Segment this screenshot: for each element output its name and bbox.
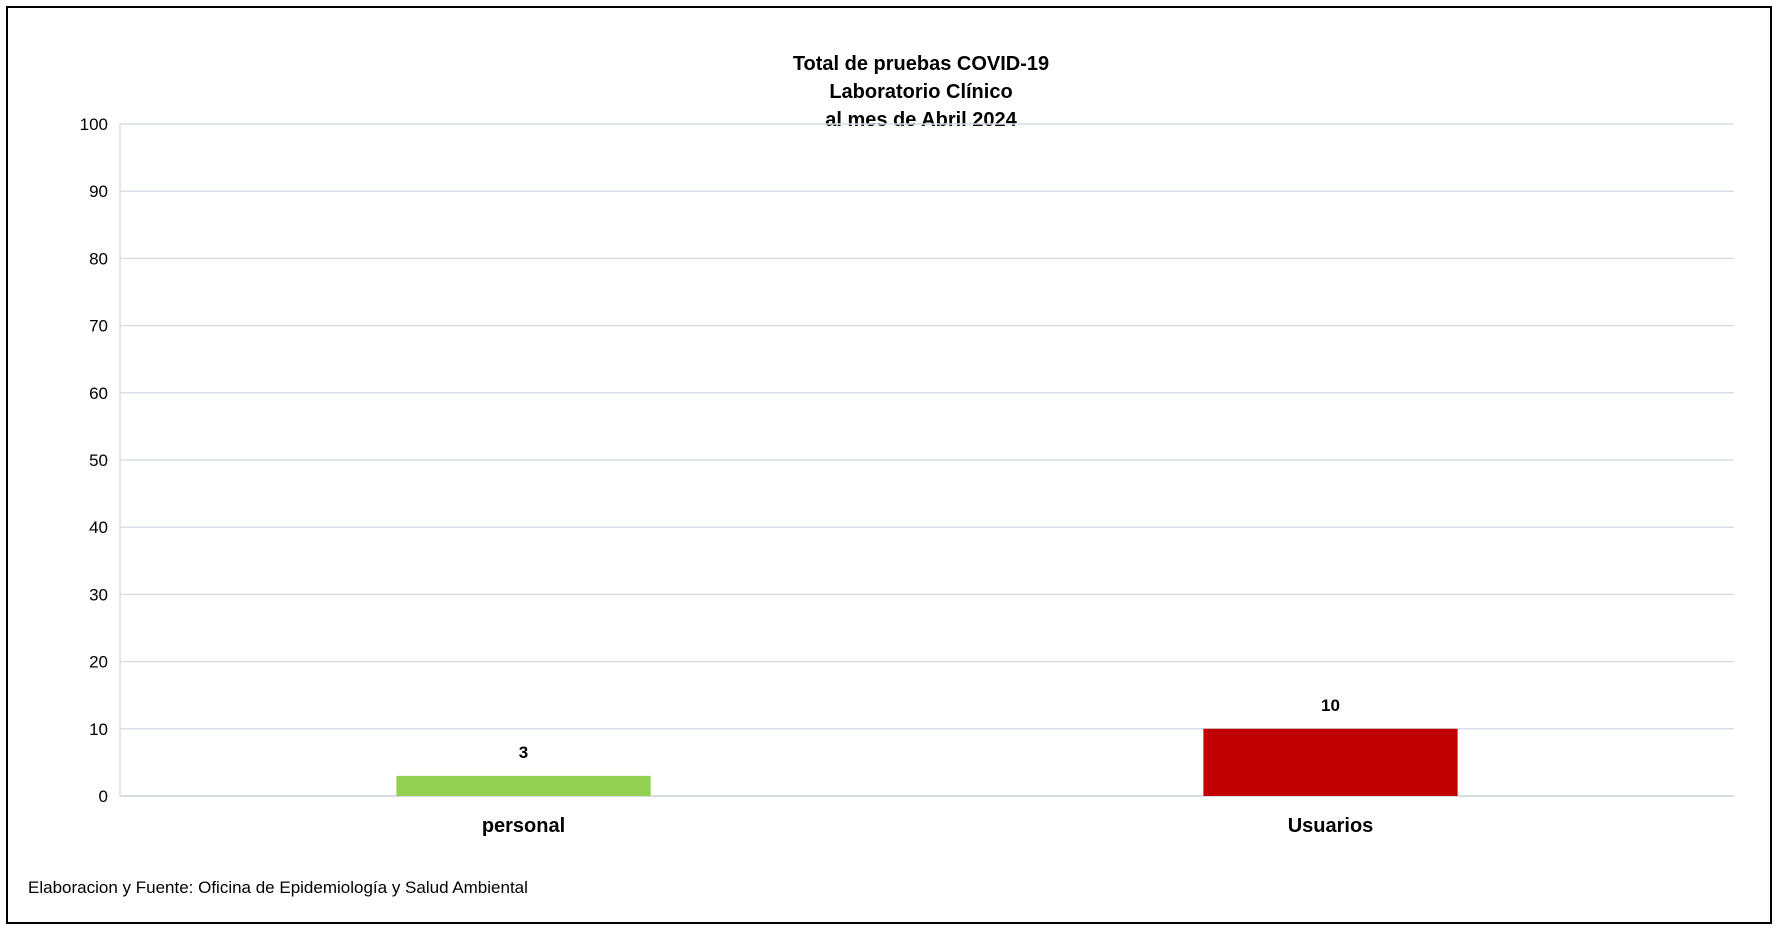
chart-title-line-2: Laboratorio Clínico bbox=[829, 81, 1012, 103]
y-tick-label: 20 bbox=[89, 653, 108, 672]
y-tick-label: 80 bbox=[89, 249, 108, 268]
data-labels: 3 10 bbox=[519, 696, 1340, 762]
y-tick-label: 0 bbox=[99, 787, 108, 806]
y-tick-label: 50 bbox=[89, 451, 108, 470]
bar-Usuarios bbox=[1203, 728, 1458, 796]
bar-personal bbox=[396, 775, 651, 796]
x-category-label: personal bbox=[482, 815, 565, 837]
y-tick-label: 60 bbox=[89, 384, 108, 403]
axes bbox=[119, 124, 1734, 797]
x-category-label: Usuarios bbox=[1288, 815, 1374, 837]
source-note: Elaboracion y Fuente: Oficina de Epidemi… bbox=[28, 878, 528, 897]
bars bbox=[396, 728, 1458, 796]
y-tick-label: 70 bbox=[89, 317, 108, 336]
chart-title-line-1: Total de pruebas COVID-19 bbox=[793, 53, 1049, 75]
x-axis-categories: personal Usuarios bbox=[482, 815, 1373, 837]
y-tick-label: 90 bbox=[89, 182, 108, 201]
y-tick-label: 100 bbox=[80, 115, 108, 134]
gridlines bbox=[120, 123, 1734, 730]
y-tick-label: 30 bbox=[89, 585, 108, 604]
chart-frame: Total de pruebas COVID-19 Laboratorio Cl… bbox=[6, 6, 1772, 924]
y-tick-label: 10 bbox=[89, 720, 108, 739]
y-tick-label: 40 bbox=[89, 518, 108, 537]
bar-chart: Total de pruebas COVID-19 Laboratorio Cl… bbox=[28, 53, 1734, 897]
y-axis-ticks: 0 10 20 30 40 50 60 70 80 90 100 bbox=[80, 115, 108, 806]
data-label-Usuarios: 10 bbox=[1321, 696, 1340, 715]
chart-title-line-3: al mes de Abril 2024 bbox=[825, 109, 1017, 131]
data-label-personal: 3 bbox=[519, 743, 528, 762]
